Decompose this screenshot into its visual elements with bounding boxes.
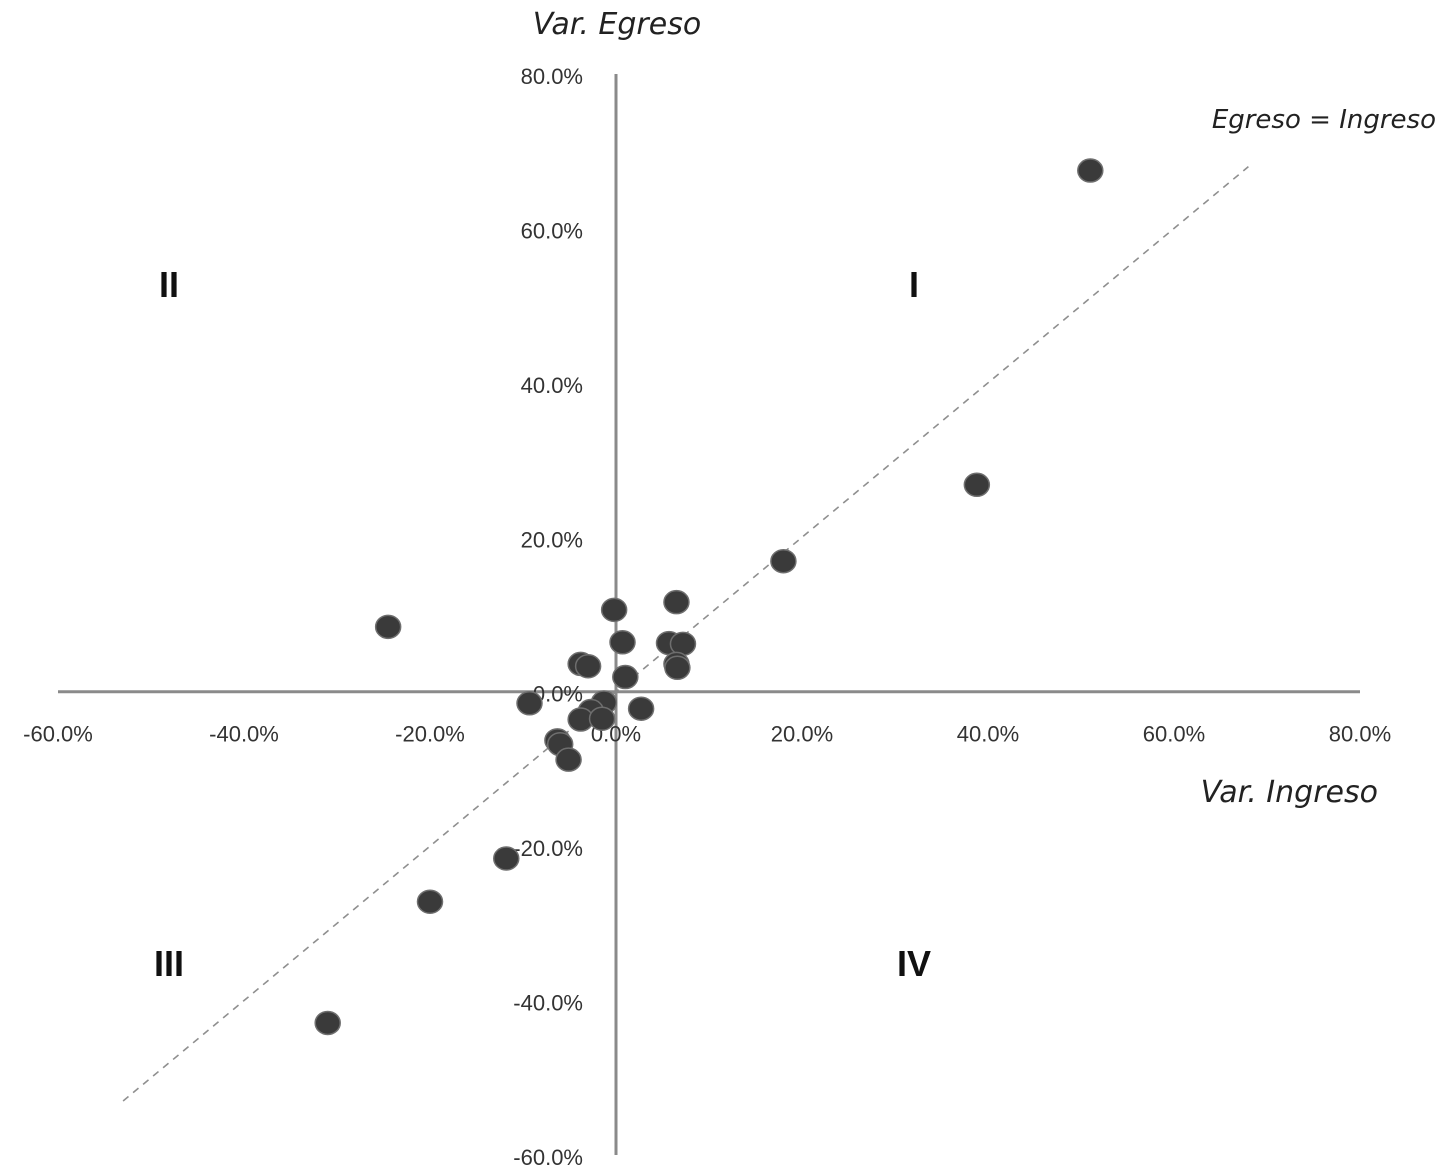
y-tick-label: 60.0% [521,218,583,243]
data-point [555,747,582,772]
x-tick-labels: -60.0% -40.0% -20.0% 0.0% 20.0% 40.0% 60.0% 80.… [23,722,1391,747]
x-tick-label: -40.0% [209,722,279,747]
quadrant-label-ii: II [159,264,179,305]
x-tick-label: 60.0% [1143,722,1205,747]
data-point [664,655,691,681]
x-tick-label: 80.0% [1329,722,1391,747]
data-point [493,846,520,871]
data-point [374,614,402,640]
y-tick-label: 80.0% [521,64,583,89]
reference-line-label: Egreso = Ingreso [1212,105,1436,135]
y-tick-label: -40.0% [513,991,583,1016]
data-point [609,630,636,655]
y-tick-label: -60.0% [513,1145,583,1170]
quadrant-label-iv: IV [897,943,931,984]
x-tick-label: 20.0% [771,722,833,747]
x-axis-title: Var. Ingreso [1201,775,1378,810]
data-point [516,691,543,716]
data-point [600,597,628,623]
data-point [663,589,690,615]
data-point [574,653,602,679]
x-tick-label: 40.0% [957,722,1019,747]
data-point [1077,158,1104,183]
data-point [588,706,616,731]
y-tick-label: 20.0% [521,527,583,552]
x-tick-label: -60.0% [23,722,93,747]
data-point [612,664,639,690]
data-points [314,158,1104,1036]
x-tick-label: -20.0% [395,722,465,747]
data-point [314,1010,341,1036]
data-point [416,889,444,914]
quadrant-label-i: I [909,264,919,305]
y-tick-label: -20.0% [513,836,583,861]
y-tick-labels: -60.0%-40.0%-20.0%0.0%20.0%40.0%60.0%80.… [513,64,583,1170]
quadrant-label-iii: III [154,943,184,984]
data-point [627,696,655,721]
data-point [770,548,797,574]
y-tick-label: 40.0% [521,373,583,398]
y-axis-title: Var. Egreso [533,7,701,42]
data-point [963,472,991,498]
